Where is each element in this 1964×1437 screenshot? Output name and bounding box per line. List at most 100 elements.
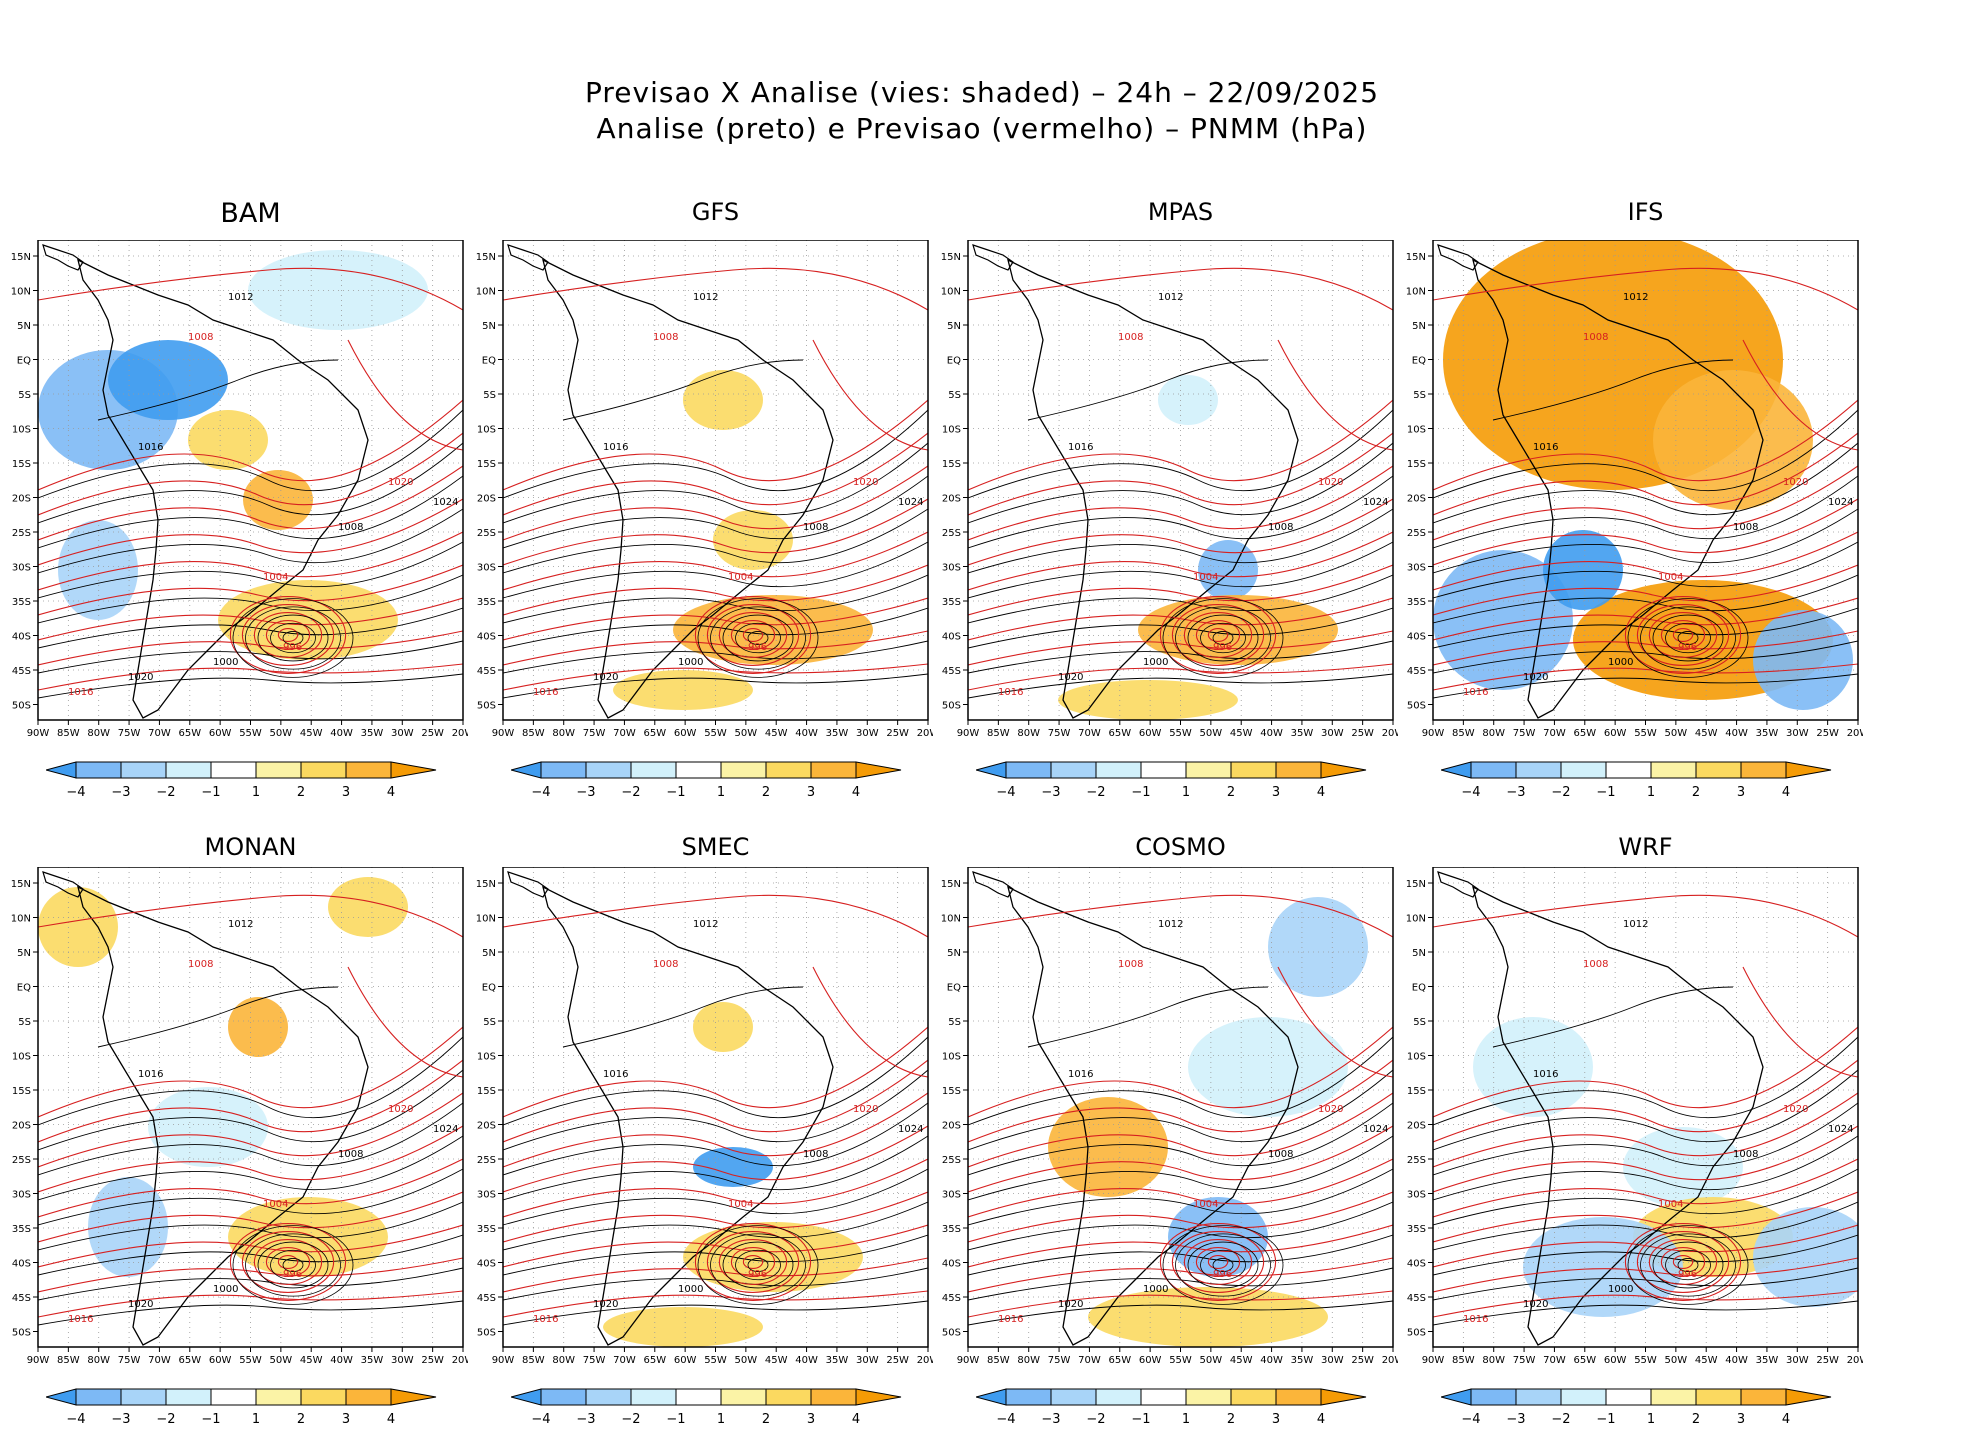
isobar-label: 1012 [228,919,253,930]
isobar-label: 1012 [693,919,718,930]
colorbar-label: 4 [1782,1412,1790,1427]
isobar-label: 1008 [1268,1149,1293,1160]
isobar-label: 1008 [1118,332,1143,343]
colorbar-label: −2 [1551,1412,1570,1427]
lon-tick-label: 50W [1665,1355,1688,1366]
colorbar-label: −1 [1596,1412,1615,1427]
lat-tick-label: 25S [942,528,961,539]
lat-tick-label: 20S [12,1121,31,1132]
lat-tick-label: 35S [477,597,496,608]
panel-title-cosmo: COSMO [1135,833,1226,861]
lon-tick-label: 30W [1786,728,1809,739]
isobar-label: 1016 [533,687,558,698]
lon-tick-label: 65W [1108,728,1131,739]
lat-tick-label: 45S [942,666,961,677]
isobar-label: 1020 [1783,477,1808,488]
lon-tick-label: 60W [1604,728,1627,739]
lon-tick-label: 90W [1422,1355,1445,1366]
lon-tick-label: 45W [1695,728,1718,739]
lon-tick-label: 40W [1260,1355,1283,1366]
lon-tick-label: 50W [1665,728,1688,739]
colorbar-label: 4 [387,785,395,800]
lon-tick-label: 70W [148,728,171,739]
lat-tick-label: 10N [1406,287,1426,298]
isobar-label: 1020 [853,1104,878,1115]
map-panel-bam: 1012 1008 1016 1020 1024 1004 1000 996 1020 1016 1… [11,240,468,739]
colorbar-label: −1 [1131,785,1150,800]
isobar-label: 1024 [1828,497,1853,508]
isobar-label: 1008 [1733,1149,1758,1160]
lon-tick-label: 80W [87,728,110,739]
lon-tick-label: 70W [148,1355,171,1366]
colorbar-label: −2 [156,785,175,800]
colorbar-label: −1 [1131,1412,1150,1427]
lat-tick-label: 5S [483,390,496,401]
isobar-label: 1004 [1193,1199,1218,1210]
colorbar-label: −2 [1086,1412,1105,1427]
bias-shading-area [1753,610,1853,710]
isobar-label: 1020 [1523,672,1548,683]
isobar-label: 1020 [1058,672,1083,683]
lon-tick-label: 80W [1017,1355,1040,1366]
lon-tick-label: 85W [987,1355,1010,1366]
lon-tick-label: 30W [391,1355,414,1366]
lon-tick-label: 40W [1260,728,1283,739]
lon-tick-label: 45W [300,1355,323,1366]
lat-tick-label: 10N [11,287,31,298]
colorbar-label: 3 [807,785,815,800]
isobar-label: 1020 [128,672,153,683]
lon-tick-label: 75W [1513,728,1536,739]
lat-tick-label: EQ [1412,983,1426,994]
lon-tick-label: 75W [118,1355,141,1366]
lat-tick-label: 10N [476,914,496,925]
lon-tick-label: 90W [1422,728,1445,739]
lat-tick-label: 15S [942,1086,961,1097]
isobar-label: 1000 [678,1284,703,1295]
colorbar-label: −4 [66,1412,85,1427]
colorbar-label: 3 [1272,1412,1280,1427]
isobar-label: 1024 [898,497,923,508]
map-panel-smec: 1012 1008 1016 1020 1024 1004 1000 996 1020 1016 1… [476,867,933,1366]
isobar-label: 1020 [1318,477,1343,488]
isobar-label: 1008 [338,522,363,533]
isobar-label: 1008 [803,1149,828,1160]
isobar-label: 1004 [263,572,288,583]
isobar-label: 1008 [1118,959,1143,970]
colorbar-label: 1 [1182,785,1190,800]
lat-tick-label: 5S [483,1017,496,1028]
bias-shading-area [248,250,428,330]
lon-tick-label: 25W [886,728,909,739]
figure-title-line-1: Previsao X Analise (vies: shaded) – 24h … [584,76,1380,109]
lat-tick-label: 15S [477,1086,496,1097]
lon-tick-label: 90W [27,728,50,739]
lon-tick-label: 40W [795,1355,818,1366]
lon-tick-label: 85W [1452,728,1475,739]
lon-tick-label: 75W [1048,728,1071,739]
lat-tick-label: 5N [1412,948,1426,959]
isobar-label: 1012 [1158,919,1183,930]
lat-tick-label: 15S [12,1086,31,1097]
isobar-label: 1012 [1623,292,1648,303]
lat-tick-label: 50S [942,1328,961,1339]
lat-tick-label: 15N [476,252,496,263]
lon-tick-label: 75W [583,1355,606,1366]
lat-tick-label: 25S [12,528,31,539]
lon-tick-label: 50W [735,728,758,739]
lat-tick-label: 15N [11,879,31,890]
isobar-label: 1012 [228,292,253,303]
bias-shading-area [693,1147,773,1187]
lon-tick-label: 90W [27,1355,50,1366]
lon-tick-label: 35W [1291,728,1314,739]
lon-tick-label: 70W [1543,728,1566,739]
isobar-label: 1016 [1068,442,1093,453]
lat-tick-label: 40S [1407,1259,1426,1270]
lat-tick-label: EQ [17,356,31,367]
isobar-label: 1016 [998,1314,1023,1325]
lon-tick-label: 25W [1351,728,1374,739]
panel-title-gfs: GFS [691,198,740,226]
colorbar-label: −2 [1551,785,1570,800]
lon-tick-label: 45W [765,728,788,739]
lon-tick-label: 40W [1725,1355,1748,1366]
lat-tick-label: 5N [482,321,496,332]
lat-tick-label: 15N [941,879,961,890]
